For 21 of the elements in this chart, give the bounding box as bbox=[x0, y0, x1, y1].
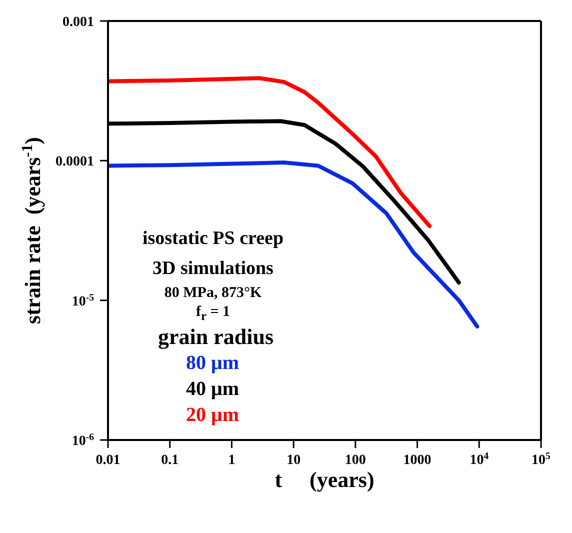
annotation: f$_{r}$ = 1 bbox=[196, 304, 230, 323]
y-tick-label: 0.001 bbox=[62, 15, 94, 30]
x-tick-label: 1000 bbox=[403, 453, 432, 468]
x-tick-label: 10 bbox=[286, 453, 301, 468]
text: 80 μm bbox=[186, 352, 239, 374]
legend-title: grain radius bbox=[158, 324, 274, 349]
x-axis-title: t (years) bbox=[274, 467, 374, 492]
x-tick-label: 10$^{5}$ bbox=[532, 450, 551, 468]
x-tick-label: 100 bbox=[344, 453, 366, 468]
y-tick-label: 0.0001 bbox=[56, 154, 94, 170]
annotation: 80 MPa, 873°K bbox=[164, 285, 262, 301]
x-tick-label: 0.1 bbox=[161, 453, 179, 468]
x-tick-label: 0.01 bbox=[96, 453, 120, 468]
annotation: 3D simulations bbox=[152, 258, 274, 279]
x-tick-label: 1 bbox=[228, 453, 236, 468]
y-tick-label: 10$^{-6}$ bbox=[72, 432, 94, 449]
text: 20 μm bbox=[186, 404, 239, 426]
text: 40 μm bbox=[186, 378, 239, 400]
x-tick-label: 10$^{4}$ bbox=[470, 450, 489, 468]
annotation: isostatic PS creep bbox=[142, 228, 284, 249]
y-tick-label: 10$^{-5}$ bbox=[72, 292, 94, 310]
